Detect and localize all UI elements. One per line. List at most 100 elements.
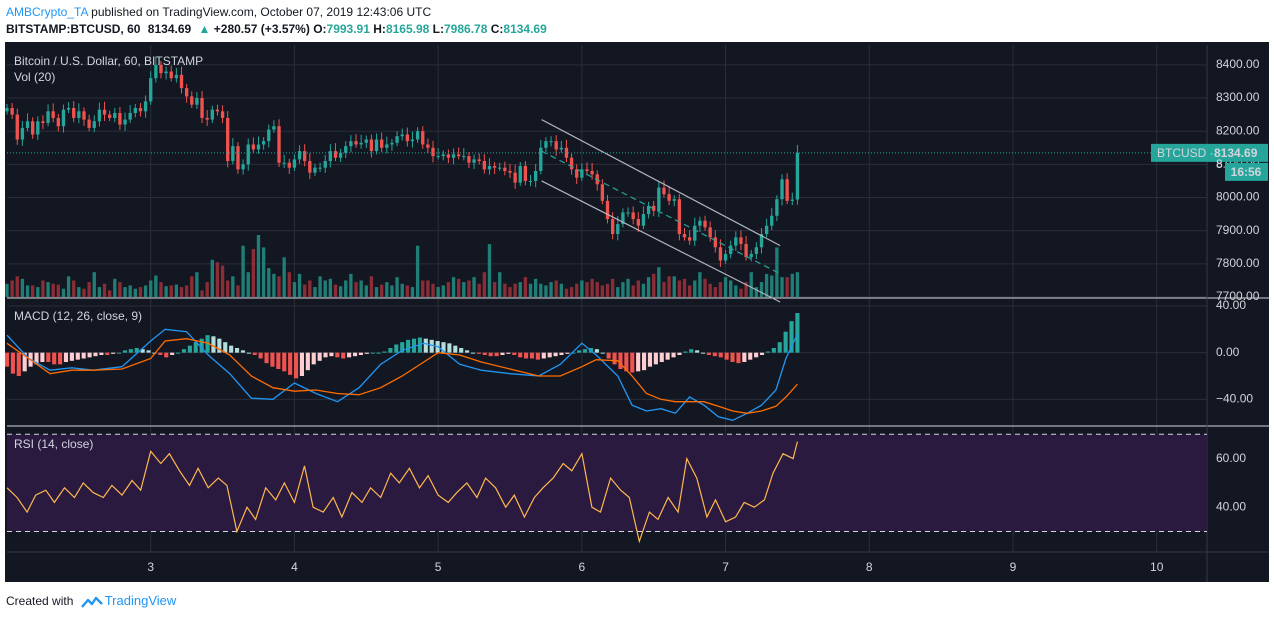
macd-histogram-bar — [783, 331, 788, 353]
candle-body — [400, 134, 404, 137]
volume-bar — [770, 275, 774, 297]
candle-body — [41, 121, 45, 123]
candle-body — [107, 114, 112, 118]
time-axis-label: 10 — [1150, 560, 1164, 574]
macd-histogram-bar — [305, 352, 310, 371]
volume-bar — [754, 287, 759, 297]
macd-histogram-bar — [164, 352, 169, 358]
candle-body — [693, 225, 697, 241]
volume-bar — [241, 245, 245, 297]
macd-histogram-bar — [81, 352, 86, 359]
macd-histogram-bar — [659, 352, 664, 362]
volume-bar — [703, 278, 707, 297]
candle-body — [616, 224, 620, 234]
price-pane[interactable] — [5, 56, 1207, 303]
volume-bar — [559, 283, 563, 297]
candle-body — [682, 234, 687, 238]
candle-body — [184, 88, 189, 97]
macd-histogram-bar — [470, 352, 476, 354]
macd-histogram-bar — [205, 335, 210, 353]
candle-body — [703, 220, 707, 228]
volume-bar — [10, 280, 14, 297]
volume-bar — [159, 282, 163, 297]
rsi-pane[interactable] — [6, 433, 1207, 544]
rsi-axis-label: 60.00 — [1216, 451, 1246, 465]
macd-histogram-bar — [429, 339, 434, 353]
volume-bar — [533, 278, 538, 297]
candle-body — [61, 109, 66, 127]
macd-histogram-bar — [647, 352, 653, 367]
candle-body — [513, 172, 517, 183]
volume-bar — [226, 280, 230, 297]
macd-histogram-bar — [541, 352, 546, 359]
candle-body — [190, 96, 194, 105]
candle-body — [785, 179, 789, 201]
volume-bar — [102, 283, 107, 297]
volume-bar — [267, 268, 271, 297]
candle-body — [636, 219, 640, 226]
candle-body — [113, 112, 117, 118]
volume-bar — [631, 285, 635, 297]
macd-histogram-bar — [524, 352, 529, 359]
macd-histogram-bar — [370, 352, 375, 354]
macd-histogram-bar — [476, 352, 481, 354]
macd-histogram-bar — [329, 352, 334, 357]
volume-bar — [303, 284, 307, 297]
volume-bar — [441, 285, 445, 297]
macd-histogram-bar — [341, 352, 346, 359]
volume-bar — [795, 272, 800, 297]
volume-bar — [174, 284, 179, 297]
candle-body — [92, 121, 96, 128]
volume-bar — [72, 280, 76, 297]
macd-histogram-bar — [559, 352, 564, 355]
volume-bar — [621, 282, 625, 297]
candle-body — [600, 184, 605, 201]
volume-bar — [539, 283, 543, 297]
macd-histogram-bar — [217, 338, 222, 353]
volume-bar — [549, 282, 553, 297]
time-axis-label: 9 — [1010, 560, 1017, 574]
volume-bar — [672, 276, 676, 297]
macd-histogram-bar — [282, 352, 287, 372]
macd-histogram-bar — [175, 352, 181, 354]
candle-body — [118, 112, 122, 125]
candle-body — [359, 142, 363, 145]
volume-bar — [118, 282, 122, 297]
macd-histogram-bar — [299, 352, 304, 376]
candle-body — [590, 171, 594, 175]
last-price: 8134.69 — [147, 22, 192, 36]
volume-bar — [610, 278, 615, 297]
candle-body — [554, 141, 558, 150]
candle-body — [10, 108, 14, 115]
candle-body — [77, 111, 81, 118]
volume-bar — [20, 278, 25, 297]
candle-body — [508, 171, 512, 173]
candle-body — [564, 147, 569, 158]
candle-body — [631, 212, 635, 220]
volume-bar — [246, 272, 250, 297]
macd-pane[interactable] — [4, 313, 800, 421]
candle-body — [313, 167, 317, 173]
footer: Created with TradingView — [6, 593, 176, 609]
tradingview-brand[interactable]: TradingView — [104, 593, 177, 608]
volume-bar — [318, 276, 322, 297]
candle-body — [287, 162, 291, 168]
volume-bar — [400, 283, 404, 297]
candle-body — [749, 253, 753, 258]
macd-histogram-bar — [58, 352, 63, 365]
volume-bar — [41, 280, 45, 297]
candle-body — [272, 126, 276, 130]
macd-histogram-bar — [358, 352, 363, 355]
created-with-text: Created with — [6, 594, 74, 608]
author-link[interactable]: AMBCrypto_TA — [6, 5, 88, 19]
volume-bar — [354, 282, 358, 297]
candle-body — [318, 167, 322, 169]
low-label: L: — [432, 22, 444, 36]
open-value: 7993.91 — [326, 22, 370, 36]
volume-bar — [749, 272, 753, 297]
volume-bar — [785, 277, 789, 297]
volume-bar — [338, 286, 343, 297]
volume-bar — [569, 287, 574, 297]
candle-body — [231, 146, 235, 162]
